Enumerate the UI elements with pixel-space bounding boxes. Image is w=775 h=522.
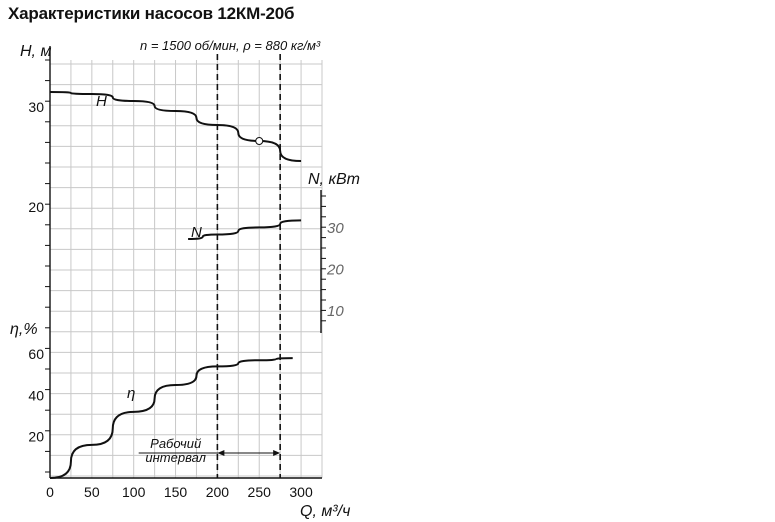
efficiency-tick-label: 60 [28,346,44,362]
interval-label-line1: Рабочий [150,436,201,451]
x-tick-label: 50 [84,484,100,500]
chart-title: Характеристики насосов 12КМ-20б [8,4,295,23]
x-axis-label: Q, м³/ч [300,503,350,520]
power-tick-label: 30 [327,220,344,237]
power-tick-label: 20 [326,262,344,279]
efficiency-axis-label: η,% [10,321,38,338]
interval-arrow-head-right [273,450,281,456]
power-curve [188,219,302,241]
power-axis-label: N, кВт [308,171,360,188]
efficiency-tick-label: 40 [28,387,44,403]
efficiency-curve [49,357,293,479]
x-tick-label: 250 [248,484,272,500]
efficiency-series-label: η [127,385,135,402]
efficiency-tick-label: 20 [28,429,44,445]
x-tick-label: 200 [206,484,230,500]
chart-subtitle: n = 1500 об/мин, ρ = 880 кг/м³ [140,38,321,53]
head-tick-label: 20 [28,199,44,215]
head-axis-label: H, м [20,43,51,60]
interval-label-line2: интервал [145,450,206,465]
head-tick-label: 30 [28,99,44,115]
x-tick-label: 100 [122,484,146,500]
x-tick-label: 300 [289,484,313,500]
x-tick-label: 0 [46,484,54,500]
head-series-label: H [96,93,107,110]
head-curve-marker [255,137,264,145]
power-series-label: N [191,224,202,241]
x-tick-label: 150 [164,484,188,500]
interval-arrow-head-left [217,450,225,456]
power-tick-label: 10 [327,303,344,320]
